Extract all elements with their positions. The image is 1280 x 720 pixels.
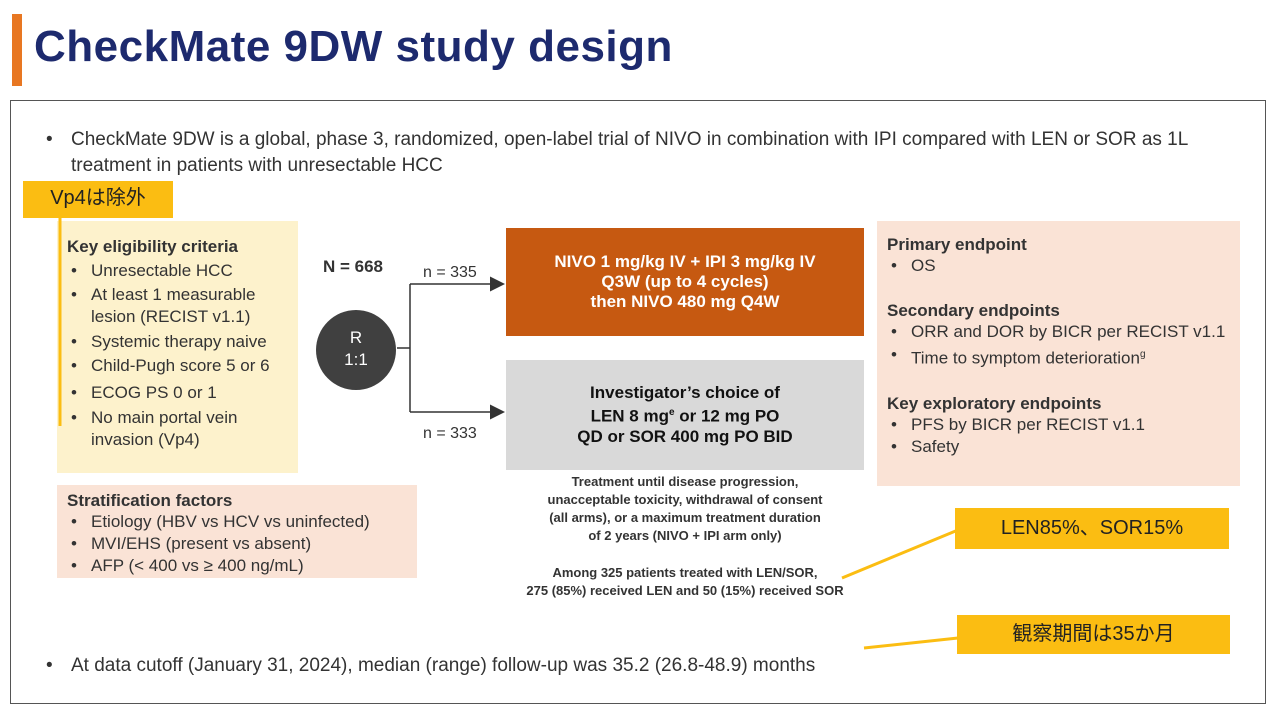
stratification-header: Stratification factors <box>67 491 233 510</box>
treatment-duration-note: Treatment until disease progression, una… <box>547 474 823 543</box>
stratification-item: • MVI/EHS (present vs absent) <box>71 534 312 553</box>
eligibility-item: • Child-Pugh score 5 or 6 <box>71 356 270 375</box>
len-sor-callout-pointer <box>841 528 959 580</box>
title-accent-bar <box>12 14 22 86</box>
nivo-arm-line: NIVO 1 mg/kg IV + IPI 3 mg/kg IV <box>554 252 816 271</box>
stratification-item: • AFP (< 400 vs ≥ 400 ng/mL) <box>71 556 304 575</box>
secondary-endpoint-header: Secondary endpoints <box>887 301 1060 320</box>
endpoint-item: • ORR and DOR by BICR per RECIST v1.1 <box>891 322 1226 341</box>
endpoint-item: • Time to symptom deteriorationg <box>891 345 1146 368</box>
control-arm-line: LEN 8 mge or 12 mg PO <box>590 406 780 426</box>
n-total: N = 668 <box>323 257 384 276</box>
n-arm-nivo: n = 335 <box>423 264 477 281</box>
eligibility-box: Key eligibility criteria • Unresectable H… <box>57 221 298 473</box>
eligibility-item: • At least 1 measurable lesion (RECIST v1… <box>71 285 256 326</box>
eligibility-item: • Unresectable HCC <box>71 261 233 280</box>
stratification-item: • Etiology (HBV vs HCV vs uninfected) <box>71 512 370 531</box>
bullet-dot: • <box>46 129 53 150</box>
eligibility-header: Key eligibility criteria <box>67 237 239 256</box>
eligibility-item: • No main portal vein invasion (Vp4) <box>71 408 238 449</box>
intro-text: CheckMate 9DW is a global, phase 3, rand… <box>71 129 1188 176</box>
followup-text: At data cutoff (January 31, 2024), media… <box>71 655 816 676</box>
nivo-ipi-arm-box: NIVO 1 mg/kg IV + IPI 3 mg/kg IV Q3W (up… <box>506 228 864 336</box>
eligibility-item: • Systemic therapy naive <box>71 332 267 351</box>
endpoint-item: • OS <box>891 256 936 275</box>
endpoints-box: Primary endpoint • OS Secondary endpoints… <box>877 221 1240 486</box>
exploratory-endpoint-header: Key exploratory endpoints <box>887 393 1102 413</box>
bullet-dot: • <box>46 655 53 676</box>
observation-callout-pointer <box>863 636 959 650</box>
observation-period-callout: 観察期間は35か月 <box>957 615 1230 654</box>
endpoint-item: • Safety <box>891 436 960 456</box>
endpoint-item: • PFS by BICR per RECIST v1.1 <box>891 414 1145 434</box>
len-sor-callout: LEN85%、SOR15% <box>955 508 1229 549</box>
intro-bullet: • CheckMate 9DW is a global, phase 3, ra… <box>46 127 1226 179</box>
control-arm-line: QD or SOR 400 mg PO BID <box>577 426 793 446</box>
nivo-arm-line: then NIVO 480 mg Q4W <box>590 292 780 311</box>
randomization-circle: R 1:1 <box>316 310 396 390</box>
primary-endpoint-header: Primary endpoint <box>887 235 1027 254</box>
n-arm-control: n = 333 <box>423 425 477 442</box>
nivo-arm-line: Q3W (up to 4 cycles) <box>601 272 769 291</box>
followup-bullet: • At data cutoff (January 31, 2024), med… <box>46 653 1046 679</box>
randomization-label: R <box>349 328 363 347</box>
vp4-callout: Vp4は除外 <box>23 181 173 218</box>
len-sor-note: Among 325 patients treated with LEN/SOR,… <box>526 565 844 598</box>
stratification-box: Stratification factors • Etiology (HBV vs… <box>57 485 417 578</box>
randomization-ratio: 1:1 <box>344 350 368 369</box>
control-arm-box: Investigator’s choice of LEN 8 mge or 12… <box>506 360 864 470</box>
content-frame <box>10 100 1266 704</box>
control-arm-line: Investigator’s choice of <box>590 383 780 403</box>
eligibility-item: • ECOG PS 0 or 1 <box>71 383 217 402</box>
page-title: CheckMate 9DW study design <box>34 22 673 71</box>
